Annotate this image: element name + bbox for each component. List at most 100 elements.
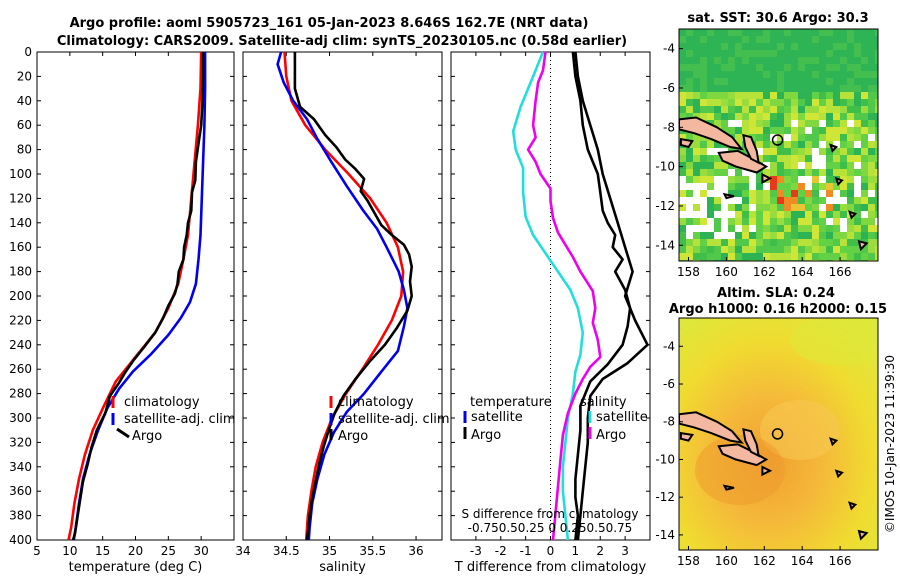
sst-cell	[721, 36, 728, 43]
sla-xtick-label: 166	[829, 554, 852, 568]
sst-cell	[693, 246, 700, 253]
depth-tick-label: 320	[9, 435, 32, 449]
sst-cell	[742, 50, 749, 57]
sst-cell	[847, 169, 854, 176]
sst-cell	[707, 169, 714, 176]
sst-cell	[763, 239, 770, 246]
sst-cell	[686, 183, 693, 190]
sst-cell	[833, 71, 840, 78]
sst-cell	[763, 141, 770, 148]
sst-cell	[861, 71, 868, 78]
sst-cell	[763, 134, 770, 141]
sst-cell	[728, 29, 735, 36]
sst-cell	[826, 246, 833, 253]
sst-island-outline	[722, 192, 735, 200]
sst-cell	[798, 155, 805, 162]
sst-cell	[847, 141, 854, 148]
sst-cell	[854, 78, 861, 85]
sst-cell	[679, 106, 686, 113]
sst-cell	[875, 106, 878, 113]
sst-cell	[798, 204, 805, 211]
sst-cell	[756, 113, 763, 120]
sst-cell	[861, 64, 868, 71]
sst-cell	[777, 57, 784, 64]
sst-cell	[812, 155, 819, 162]
sst-cell	[868, 204, 875, 211]
sst-cell	[819, 92, 826, 99]
sst-cell	[749, 113, 756, 120]
sst-cell	[735, 218, 742, 225]
sst-cell	[826, 176, 833, 183]
sst-cell	[686, 190, 693, 197]
sst-cell	[756, 183, 763, 190]
sst-cell	[868, 183, 875, 190]
sst-cell	[749, 183, 756, 190]
sst-cell	[798, 57, 805, 64]
sst-cell	[784, 204, 791, 211]
sst-cell	[847, 50, 854, 57]
sst-cell	[791, 197, 798, 204]
sst-cell	[812, 253, 819, 260]
sst-cell	[686, 211, 693, 218]
sst-cell	[686, 155, 693, 162]
sst-cell	[791, 246, 798, 253]
legend-head-salinity: salinity	[580, 395, 627, 410]
sst-cell	[763, 232, 770, 239]
sst-cell	[777, 71, 784, 78]
sst-cell	[763, 211, 770, 218]
sst-cell	[756, 127, 763, 134]
sst-cell	[826, 218, 833, 225]
sst-cell	[728, 169, 735, 176]
sst-cell	[721, 71, 728, 78]
sst-cell	[707, 253, 714, 260]
sst-cell	[854, 162, 861, 169]
legend-label-satellite: satellite-adj. clim	[338, 412, 450, 427]
sst-cell	[700, 183, 707, 190]
sst-cell	[742, 113, 749, 120]
sst-cell	[847, 197, 854, 204]
sst-cell	[714, 162, 721, 169]
sst-cell	[812, 239, 819, 246]
sst-cell	[763, 190, 770, 197]
sst-cell	[854, 99, 861, 106]
legend-label-climatology: climatology	[124, 395, 200, 410]
sst-cell	[728, 57, 735, 64]
sst-cell	[875, 36, 878, 43]
sst-cell	[833, 92, 840, 99]
sst-cell	[700, 92, 707, 99]
sst-cell	[812, 134, 819, 141]
sst-cell	[756, 141, 763, 148]
sst-cell	[812, 141, 819, 148]
sst-cell	[749, 211, 756, 218]
sst-cell	[721, 232, 728, 239]
sst-cell	[777, 155, 784, 162]
sst-cell	[847, 113, 854, 120]
sst-island-outline	[679, 116, 744, 151]
sst-cell	[826, 120, 833, 127]
sst-cell	[728, 183, 735, 190]
sst-cell	[805, 50, 812, 57]
sst-cell	[707, 197, 714, 204]
sst-cell	[784, 239, 791, 246]
depth-tick-label: 200	[9, 289, 32, 303]
difference-xtick-label: 3	[621, 544, 629, 558]
sst-cell	[714, 43, 721, 50]
sst-cell	[742, 120, 749, 127]
sst-cell	[784, 36, 791, 43]
sst-cell	[777, 204, 784, 211]
sst-cell	[875, 50, 878, 57]
sst-cell	[777, 78, 784, 85]
sst-cell	[749, 85, 756, 92]
sst-cell	[826, 162, 833, 169]
sst-cell	[693, 204, 700, 211]
sst-cell	[693, 57, 700, 64]
sst-cell	[875, 85, 878, 92]
sst-cell	[784, 253, 791, 260]
sst-cell	[700, 134, 707, 141]
sst-cell	[728, 253, 735, 260]
sst-cell	[875, 190, 878, 197]
sst-cell	[875, 183, 878, 190]
sst-cell	[805, 57, 812, 64]
sst-cell	[749, 239, 756, 246]
sst-cell	[805, 190, 812, 197]
